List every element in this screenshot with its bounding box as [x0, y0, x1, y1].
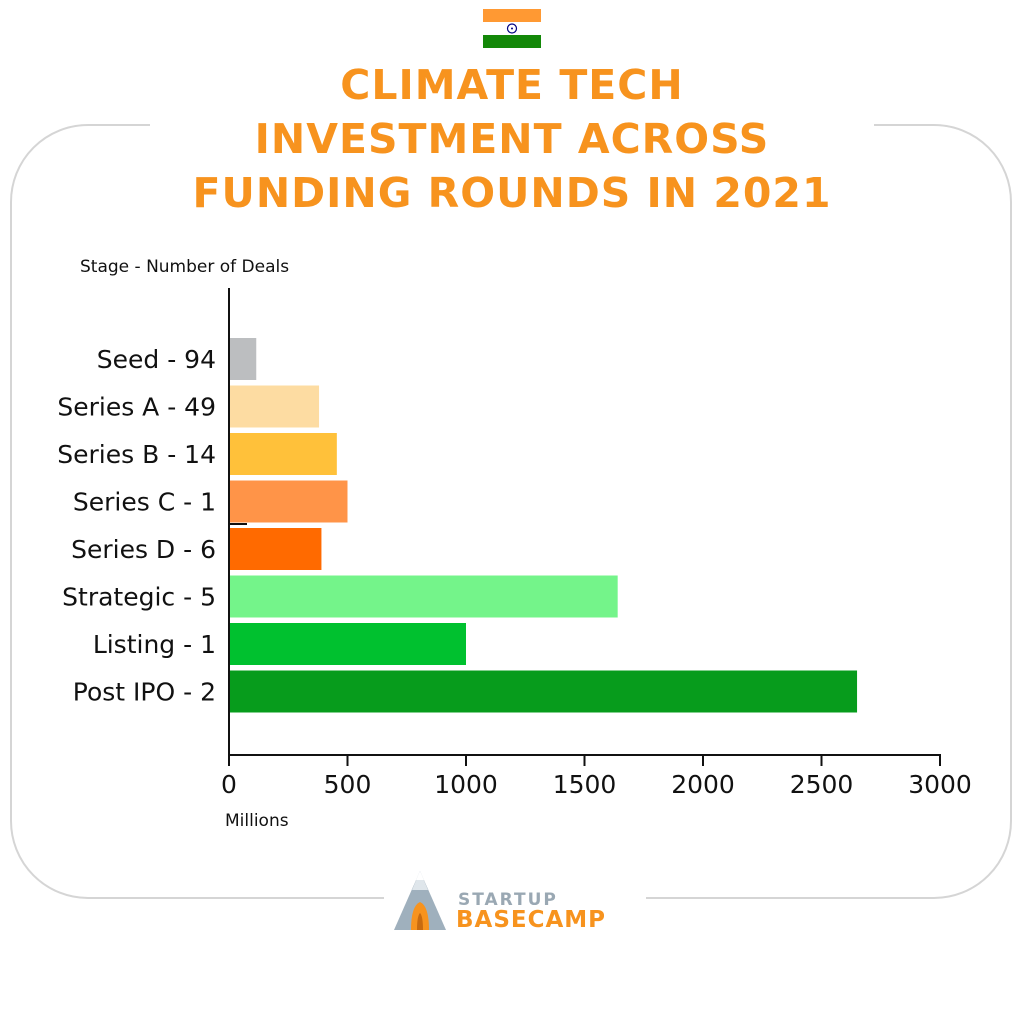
category-label-7: Post IPO - 2 [73, 678, 216, 707]
logo-text-startup: STARTUP [458, 890, 558, 910]
bar-5 [229, 575, 618, 618]
bar-2 [229, 433, 337, 475]
x-tick-label-2: 1000 [434, 770, 498, 799]
flag-green-band [483, 35, 541, 48]
bar-0 [229, 338, 257, 380]
x-tick-label-1: 500 [324, 770, 372, 799]
flag-saffron-band [483, 9, 541, 22]
category-label-4: Series D - 6 [71, 535, 216, 564]
category-label-6: Listing - 1 [93, 630, 216, 659]
category-label-5: Strategic - 5 [62, 583, 216, 612]
category-label-0: Seed - 94 [97, 345, 216, 374]
logo-text-basecamp: BASECAMP [456, 907, 607, 933]
x-tick-label-5: 2500 [790, 770, 854, 799]
x-axis-ticks: 0 500 1000 1500 2000 2500 3000 [221, 755, 972, 799]
startup-basecamp-logo: STARTUP BASECAMP [384, 866, 646, 936]
x-tick-label-4: 2000 [671, 770, 735, 799]
category-label-3: Series C - 1 [73, 488, 216, 517]
bar-6 [229, 623, 466, 665]
title-line-1: CLIMATE TECH [340, 61, 684, 109]
chart-title: CLIMATE TECH INVESTMENT ACROSS FUNDING R… [150, 58, 874, 220]
title-line-2: INVESTMENT ACROSS [254, 115, 770, 163]
bar-1 [229, 385, 320, 428]
category-labels: Seed - 94 Series A - 49 Series B - 14 Serie… [57, 345, 216, 707]
x-axis-title: Millions [225, 811, 289, 831]
bar-7 [229, 670, 858, 713]
x-tick-label-0: 0 [221, 770, 237, 799]
bar-4 [229, 528, 322, 570]
y-axis-title: Stage - Number of Deals [80, 257, 289, 277]
bar-3 [229, 480, 348, 523]
category-label-2: Series B - 14 [57, 440, 216, 469]
mountain-tent-icon [394, 871, 446, 930]
chart-frame [10, 124, 1012, 899]
x-tick-label-3: 1500 [553, 770, 617, 799]
india-flag-icon [483, 9, 541, 48]
ashoka-chakra-icon [506, 23, 518, 34]
x-tick-label-6: 3000 [908, 770, 972, 799]
bars-group [229, 338, 858, 713]
category-label-1: Series A - 49 [57, 393, 216, 422]
title-line-3: FUNDING ROUNDS IN 2021 [192, 169, 832, 217]
